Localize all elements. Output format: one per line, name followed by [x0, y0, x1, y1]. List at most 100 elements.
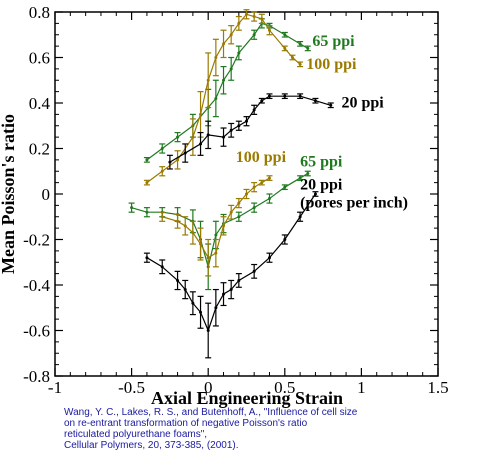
data-point — [298, 176, 302, 180]
data-point — [267, 28, 271, 32]
data-point — [160, 147, 164, 150]
data-point — [191, 231, 195, 235]
data-point — [222, 78, 226, 82]
series-label: 20 ppi — [300, 176, 343, 193]
data-point — [199, 112, 203, 116]
series-line — [162, 177, 270, 259]
citation-line: reticulated polyurethane foams", — [64, 429, 208, 440]
data-point — [298, 94, 302, 98]
data-point — [237, 215, 241, 219]
data-point — [237, 51, 241, 55]
data-point — [214, 251, 218, 255]
data-point — [145, 256, 149, 260]
data-point — [267, 94, 271, 98]
data-point — [176, 135, 180, 139]
citation-line: Cellular Polymers, 20, 373-385, (2001). — [64, 440, 239, 451]
data-point — [283, 33, 287, 37]
data-point — [176, 278, 180, 282]
y-tick-label: -0.2 — [23, 231, 50, 250]
data-point — [229, 210, 233, 214]
data-point — [145, 181, 149, 185]
data-point — [245, 119, 248, 123]
data-point — [206, 78, 210, 82]
y-tick-label: 0.8 — [29, 3, 50, 22]
x-tick-label: 1.5 — [427, 378, 448, 397]
data-point — [160, 265, 164, 269]
data-point — [252, 206, 256, 210]
data-point — [199, 142, 203, 146]
data-point — [176, 219, 180, 223]
citation-line: Wang, Y. C., Lakes, R. S., and Butenhoff… — [64, 407, 358, 418]
series-65-ppi — [143, 18, 311, 163]
data-point — [252, 33, 256, 37]
series-line — [146, 193, 316, 333]
series-label: (pores per inch) — [300, 195, 408, 212]
data-point — [199, 310, 203, 314]
data-point — [183, 151, 187, 155]
x-tick-label: -1 — [48, 378, 62, 397]
data-point — [222, 135, 226, 139]
y-axis-title: Mean Poisson's ratio — [0, 114, 18, 274]
series-label: 20 ppi — [341, 95, 384, 112]
data-point — [260, 181, 264, 185]
series-20-ppi — [143, 191, 319, 359]
data-point — [222, 42, 226, 46]
data-point — [229, 128, 233, 132]
data-point — [237, 21, 241, 25]
data-point — [290, 56, 294, 59]
data-point — [267, 256, 271, 260]
data-point — [252, 108, 256, 112]
x-tick-label: 0.5 — [274, 378, 295, 397]
data-point — [145, 158, 149, 162]
data-point — [283, 185, 287, 189]
data-point — [313, 192, 317, 196]
data-point — [229, 288, 233, 292]
data-point — [214, 233, 218, 237]
x-axis-title: Axial Engineering Strain — [151, 388, 343, 408]
series-100-ppi — [159, 175, 273, 277]
data-point — [283, 46, 287, 50]
data-point — [229, 67, 233, 71]
data-point — [245, 12, 248, 16]
data-point — [176, 158, 180, 162]
data-point — [160, 215, 164, 219]
y-tick-label: -0.8 — [23, 367, 50, 386]
x-tick-label: -0.5 — [118, 378, 145, 397]
data-point — [283, 94, 287, 98]
data-point — [222, 292, 226, 296]
y-tick-label: 0.4 — [29, 94, 51, 113]
y-tick-label: 0 — [42, 185, 51, 204]
series-65-ppi — [128, 170, 311, 291]
data-point — [160, 169, 164, 173]
data-point — [237, 124, 241, 128]
x-tick-label: 0 — [204, 378, 213, 397]
data-point — [237, 201, 241, 205]
series-labels: 65 ppi 100 ppi 20 ppi 100 ppi 65 ppi 20 ppi (p… — [236, 33, 408, 212]
data-point — [306, 172, 310, 176]
series-label: 65 ppi — [312, 33, 355, 50]
axis-ticks: -1 -0.5 0 0.5 1 1.5 -0.8 -0.6 -0.4 -0.2 0 0.2 0.4 0.6… — [23, 3, 449, 397]
data-point — [191, 301, 195, 305]
data-point — [183, 288, 187, 292]
data-point — [191, 135, 195, 139]
series-label: 100 ppi — [306, 56, 357, 73]
data-point — [267, 176, 271, 180]
data-point — [252, 185, 256, 189]
y-tick-label: 0.2 — [29, 140, 50, 159]
data-point — [229, 33, 233, 37]
data-point — [267, 197, 271, 201]
x-tick-label: 1 — [357, 378, 366, 397]
series-label: 100 ppi — [236, 149, 287, 166]
citation-line: on re-entrant transformation of negative… — [64, 418, 308, 429]
y-tick-label: -0.4 — [23, 276, 50, 295]
data-point — [130, 206, 134, 210]
data-point — [168, 160, 172, 164]
y-tick-label: 0.6 — [29, 49, 50, 68]
series-line — [146, 22, 309, 161]
data-point — [298, 62, 302, 66]
data-point — [329, 103, 333, 107]
data-point — [313, 99, 317, 103]
data-point — [252, 15, 256, 19]
data-point — [252, 269, 256, 273]
